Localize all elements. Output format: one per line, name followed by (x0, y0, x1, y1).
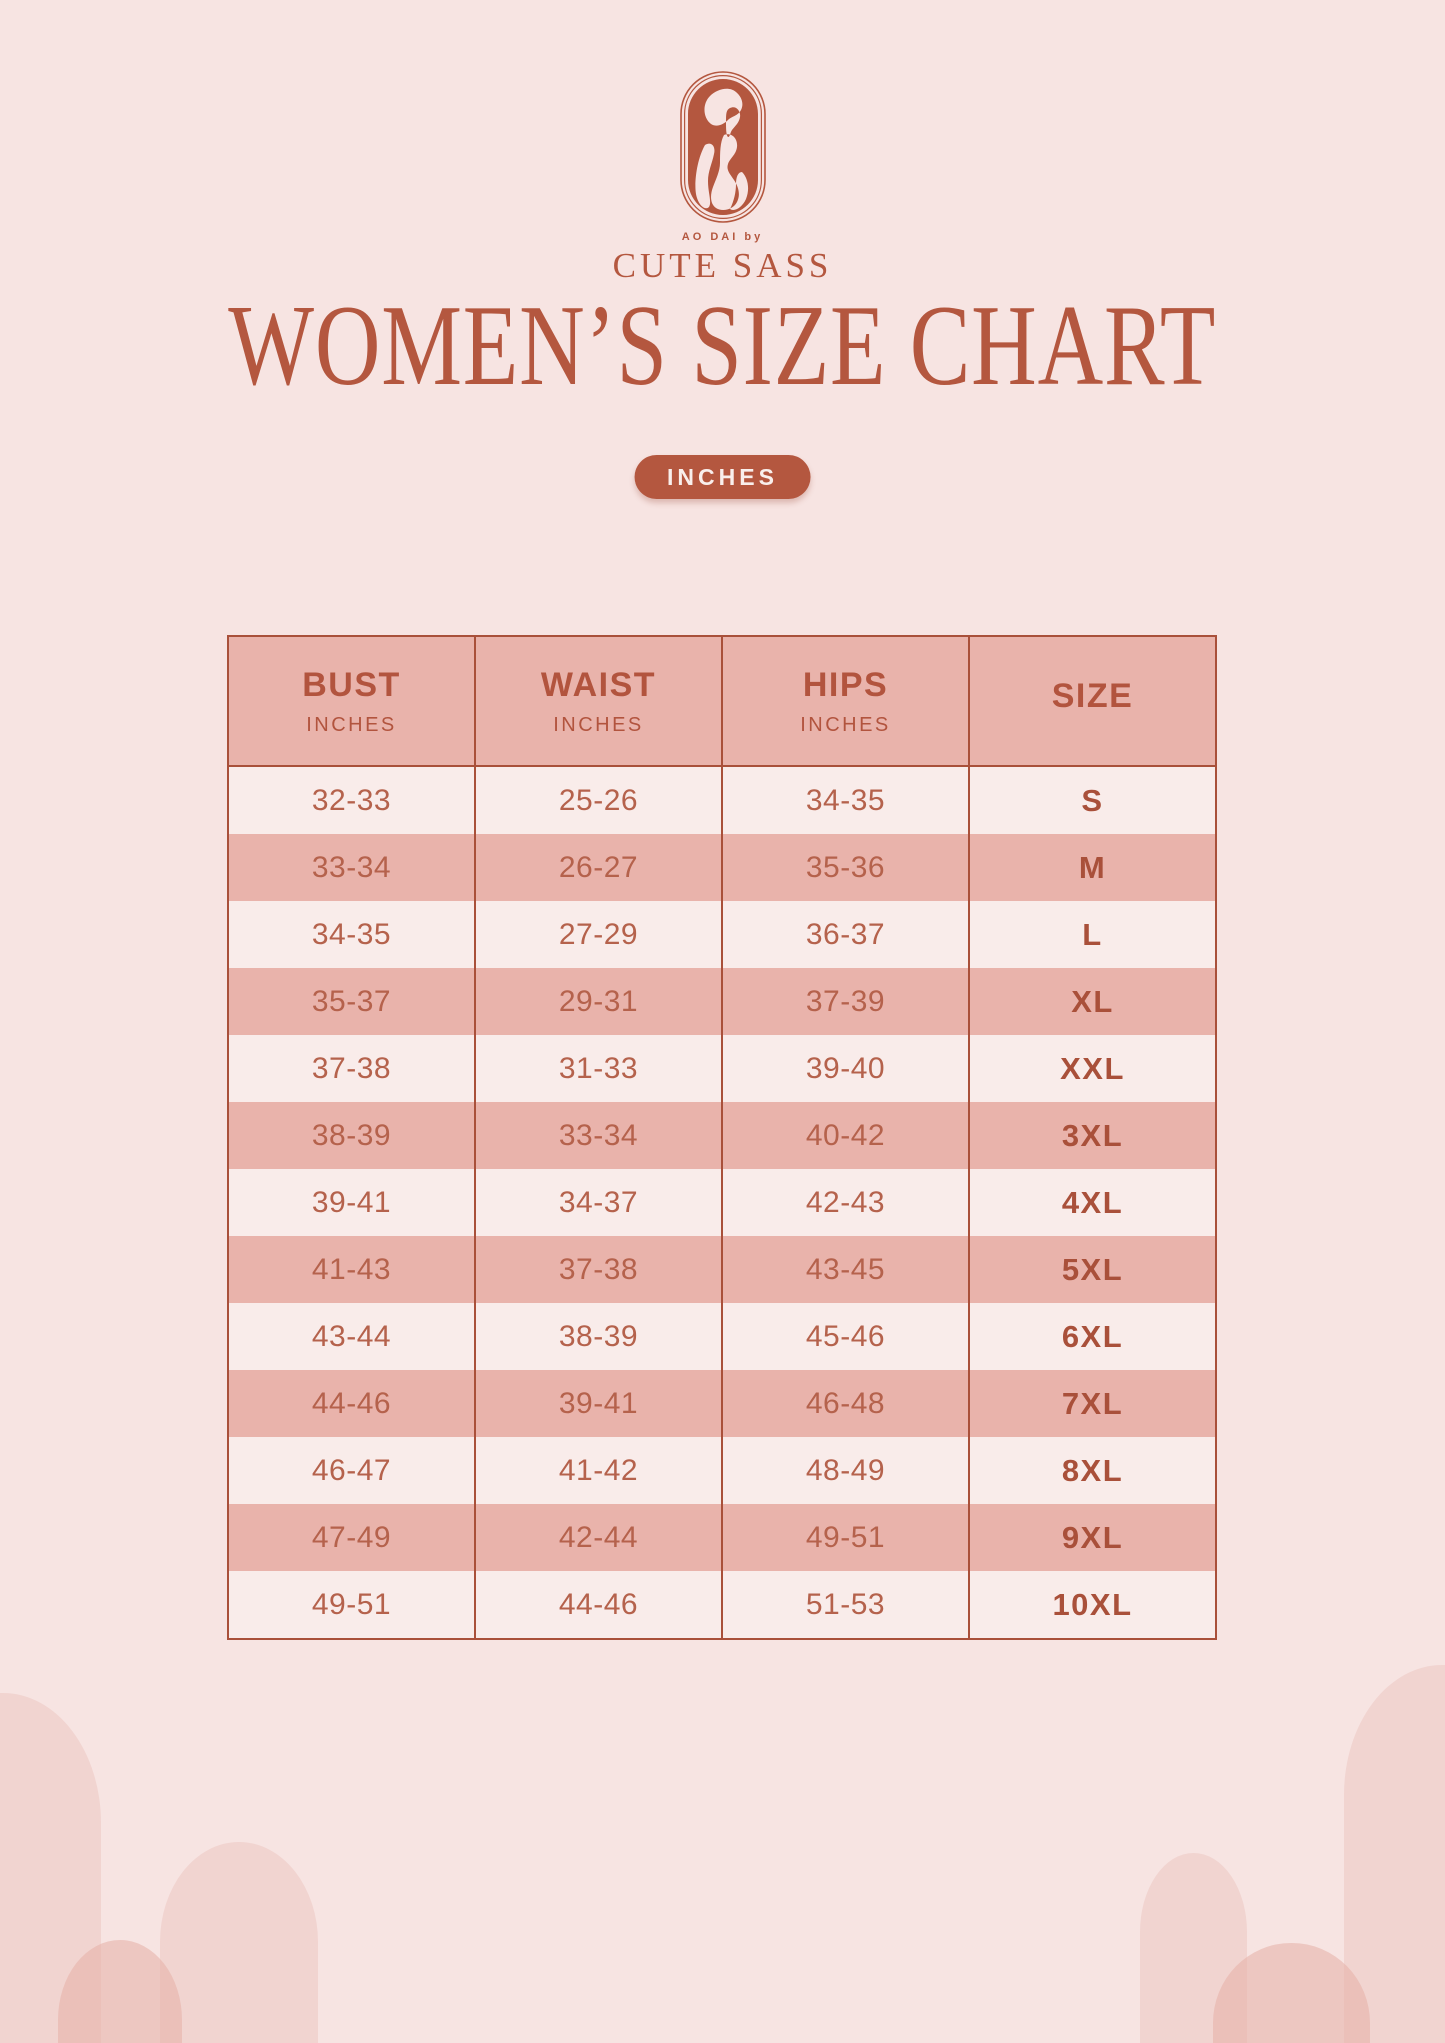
hips-cell: 49-51 (723, 1504, 970, 1571)
hips-cell: 43-45 (723, 1236, 970, 1303)
bust-cell: 47-49 (229, 1504, 476, 1571)
hips-cell: 46-48 (723, 1370, 970, 1437)
size-cell: L (1082, 916, 1103, 952)
bust-cell: 35-37 (229, 968, 476, 1035)
table-row: 43-44 38-39 45-46 6XL (229, 1303, 1215, 1370)
decor-arch (160, 1842, 318, 2043)
table-row: 38-39 33-34 40-42 3XL (229, 1102, 1215, 1169)
bust-cell: 34-35 (229, 901, 476, 968)
header-size: SIZE (1051, 677, 1134, 715)
size-cell: 6XL (1061, 1318, 1124, 1354)
table-row: 41-43 37-38 43-45 5XL (229, 1236, 1215, 1303)
size-cell: 9XL (1061, 1519, 1124, 1555)
hips-cell: 37-39 (723, 968, 970, 1035)
size-cell: 7XL (1061, 1385, 1124, 1421)
table-body: 32-33 25-26 34-35 S 33-34 26-27 35-36 M … (229, 767, 1215, 1638)
header-bust: BUST INCHES (229, 637, 476, 765)
brand-block: AO DAI by CUTE SASS (0, 71, 1445, 286)
hips-cell: 45-46 (723, 1303, 970, 1370)
waist-cell: 42-44 (476, 1504, 723, 1571)
size-cell: 4XL (1061, 1184, 1124, 1220)
woman-figure-logo-icon (679, 71, 766, 223)
size-cell: 10XL (1052, 1586, 1133, 1622)
table-row: 49-51 44-46 51-53 10XL (229, 1571, 1215, 1638)
table-row: 46-47 41-42 48-49 8XL (229, 1437, 1215, 1504)
table-row: 34-35 27-29 36-37 L (229, 901, 1215, 968)
bust-cell: 37-38 (229, 1035, 476, 1102)
decor-arch (1344, 1665, 1445, 2043)
bust-cell: 39-41 (229, 1169, 476, 1236)
brand-name: CUTE SASS (612, 246, 833, 285)
waist-cell: 38-39 (476, 1303, 723, 1370)
waist-cell: 26-27 (476, 834, 723, 901)
table-row: 47-49 42-44 49-51 9XL (229, 1504, 1215, 1571)
waist-cell: 31-33 (476, 1035, 723, 1102)
size-cell: S (1081, 782, 1104, 818)
hips-cell: 35-36 (723, 834, 970, 901)
waist-cell: 39-41 (476, 1370, 723, 1437)
hips-cell: 48-49 (723, 1437, 970, 1504)
waist-cell: 37-38 (476, 1236, 723, 1303)
table-row: 35-37 29-31 37-39 XL (229, 968, 1215, 1035)
hips-cell: 40-42 (723, 1102, 970, 1169)
table-row: 37-38 31-33 39-40 XXL (229, 1035, 1215, 1102)
waist-cell: 34-37 (476, 1169, 723, 1236)
table-row: 39-41 34-37 42-43 4XL (229, 1169, 1215, 1236)
bust-cell: 44-46 (229, 1370, 476, 1437)
bust-cell: 41-43 (229, 1236, 476, 1303)
bust-cell: 33-34 (229, 834, 476, 901)
size-cell: M (1078, 849, 1107, 885)
unit-badge[interactable]: INCHES (634, 455, 811, 499)
size-cell: 3XL (1061, 1117, 1124, 1153)
waist-cell: 44-46 (476, 1571, 723, 1638)
waist-cell: 41-42 (476, 1437, 723, 1504)
table-header-row: BUST INCHES WAIST INCHES HIPS INCHES SIZ… (229, 637, 1215, 767)
bust-cell: 49-51 (229, 1571, 476, 1638)
size-table: BUST INCHES WAIST INCHES HIPS INCHES SIZ… (227, 635, 1217, 1640)
size-cell: XXL (1060, 1050, 1125, 1086)
hips-cell: 36-37 (723, 901, 970, 968)
table-row: 32-33 25-26 34-35 S (229, 767, 1215, 834)
hips-cell: 51-53 (723, 1571, 970, 1638)
page-title: WOMEN’S SIZE CHART (228, 282, 1217, 409)
hips-cell: 42-43 (723, 1169, 970, 1236)
brand-tagline: AO DAI by (681, 231, 764, 243)
waist-cell: 27-29 (476, 901, 723, 968)
bust-cell: 46-47 (229, 1437, 476, 1504)
bust-cell: 38-39 (229, 1102, 476, 1169)
header-waist: WAIST INCHES (476, 637, 723, 765)
table-row: 33-34 26-27 35-36 M (229, 834, 1215, 901)
header-hips: HIPS INCHES (723, 637, 970, 765)
hips-cell: 39-40 (723, 1035, 970, 1102)
waist-cell: 25-26 (476, 767, 723, 834)
table-row: 44-46 39-41 46-48 7XL (229, 1370, 1215, 1437)
size-cell: 5XL (1061, 1251, 1124, 1287)
bust-cell: 32-33 (229, 767, 476, 834)
bust-cell: 43-44 (229, 1303, 476, 1370)
size-cell: 8XL (1061, 1452, 1124, 1488)
waist-cell: 29-31 (476, 968, 723, 1035)
hips-cell: 34-35 (723, 767, 970, 834)
waist-cell: 33-34 (476, 1102, 723, 1169)
size-cell: XL (1071, 983, 1114, 1019)
